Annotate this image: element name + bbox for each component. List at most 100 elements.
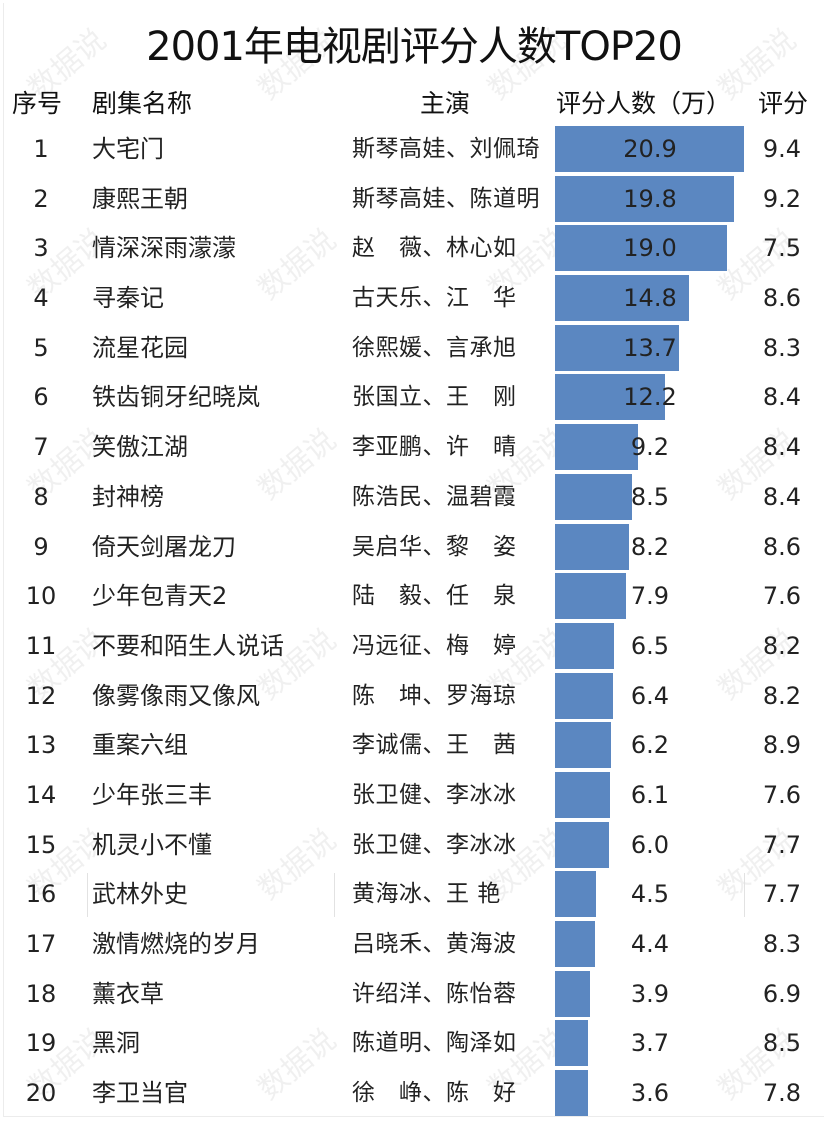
count-bar (555, 970, 590, 1017)
header-rank: 序号 (12, 89, 63, 118)
show-name-cell: 重案六组 (92, 731, 188, 760)
score-cell: 8.4 (762, 383, 802, 412)
score-cell: 8.3 (762, 333, 802, 362)
actors-cell: 陈 坤、罗海琼 (352, 682, 517, 709)
rank-cell: 2 (33, 184, 49, 213)
table-row: 12 像雾像雨又像风 陈 坤、罗海琼 6.4 8.2 (0, 672, 828, 723)
score-cell: 8.6 (762, 284, 802, 313)
score-cell: 8.9 (762, 731, 802, 760)
table-row: 13 重案六组 李诚儒、王 茜 6.2 8.9 (0, 722, 828, 772)
count-cell: 6.1 (630, 780, 670, 809)
count-cell: 6.2 (630, 731, 670, 760)
actors-cell: 徐熙媛、言承旭 (352, 334, 517, 361)
rank-cell: 4 (33, 284, 49, 313)
header-actors: 主演 (420, 89, 471, 118)
table-row: 16 武林外史 黄海冰、王 艳 4.5 7.7 (0, 871, 828, 921)
rank-cell: 5 (33, 333, 49, 362)
chart-title: 2001年电视剧评分人数TOP20 (146, 24, 683, 70)
table-row: 11 不要和陌生人说话 冯远征、梅 婷 6.5 8.2 (0, 622, 828, 673)
score-cell: 8.2 (762, 681, 802, 710)
header-name: 剧集名称 (92, 89, 193, 118)
score-cell: 8.4 (762, 482, 802, 511)
actors-cell: 李诚儒、王 茜 (352, 732, 517, 759)
score-cell: 7.6 (762, 582, 802, 611)
show-name-cell: 康熙王朝 (92, 184, 188, 213)
show-name-cell: 情深深雨濛濛 (92, 234, 236, 263)
table-row: 8 封神榜 陈浩民、温碧霞 8.5 8.4 (0, 473, 828, 524)
count-bar (555, 573, 626, 620)
score-cell: 8.3 (762, 930, 802, 958)
show-name-cell: 少年包青天2 (92, 582, 228, 611)
actors-cell: 冯远征、梅 婷 (352, 632, 517, 659)
actors-cell: 古天乐、江 华 (352, 285, 517, 312)
actors-cell: 张卫健、李冰冰 (352, 781, 517, 808)
count-bar (555, 921, 595, 967)
score-cell: 7.8 (762, 1079, 802, 1108)
show-name-cell: 倚天剑屠龙刀 (92, 532, 236, 561)
actors-cell: 陈浩民、温碧霞 (352, 483, 517, 510)
rank-cell: 6 (33, 383, 49, 412)
table-row: 2 康熙王朝 斯琴高娃、陈道明 19.8 9.2 (0, 175, 828, 226)
show-name-cell: 不要和陌生人说话 (92, 631, 284, 660)
actors-cell: 许绍洋、陈怡蓉 (352, 980, 517, 1007)
table-row: 5 流星花园 徐熙媛、言承旭 13.7 8.3 (0, 324, 828, 375)
count-bar (555, 672, 613, 719)
actors-cell: 张卫健、李冰冰 (352, 831, 517, 858)
score-cell: 8.4 (762, 433, 802, 462)
show-name-cell: 大宅门 (92, 135, 164, 163)
rank-cell: 13 (25, 731, 57, 760)
actors-cell: 陆 毅、任 泉 (352, 583, 517, 610)
score-cell: 8.2 (762, 631, 802, 660)
cell-divider (744, 873, 745, 918)
actors-cell: 张国立、王 刚 (352, 384, 517, 411)
rank-cell: 20 (25, 1079, 57, 1108)
rank-cell: 12 (25, 681, 57, 710)
count-bar (555, 722, 611, 769)
count-bar (555, 126, 744, 172)
count-cell: 4.5 (630, 880, 670, 909)
count-bar (555, 1020, 588, 1067)
table-row: 7 笑傲江湖 李亚鹏、许 晴 9.2 8.4 (0, 424, 828, 474)
score-cell: 8.5 (762, 1029, 802, 1058)
rank-cell: 17 (25, 930, 57, 958)
count-bar (555, 1070, 588, 1117)
score-cell: 9.2 (762, 184, 802, 213)
table-row: 6 铁齿铜牙纪晓岚 张国立、王 刚 12.2 8.4 (0, 374, 828, 424)
actors-cell: 斯琴高娃、陈道明 (352, 185, 540, 212)
count-cell: 14.8 (623, 284, 677, 313)
rank-cell: 7 (33, 433, 49, 462)
count-cell: 19.0 (623, 234, 677, 263)
count-cell: 6.4 (630, 681, 670, 710)
rank-cell: 1 (33, 135, 49, 163)
count-bar (555, 424, 638, 471)
show-name-cell: 激情燃烧的岁月 (92, 930, 260, 958)
table-row: 20 李卫当官 徐 峥、陈 好 3.6 7.8 (0, 1070, 828, 1120)
rank-cell: 10 (25, 582, 57, 611)
actors-cell: 黄海冰、王 艳 (352, 881, 501, 908)
count-bar (555, 275, 689, 322)
count-bar (555, 771, 610, 818)
count-cell: 3.9 (630, 979, 670, 1008)
score-cell: 6.9 (762, 979, 802, 1008)
count-cell: 8.2 (630, 532, 670, 561)
actors-cell: 李亚鹏、许 晴 (352, 434, 517, 461)
count-cell: 9.2 (630, 433, 670, 462)
count-bar (555, 175, 734, 222)
rank-cell: 18 (25, 979, 57, 1008)
table-row: 17 激情燃烧的岁月 吕晓禾、黄海波 4.4 8.3 (0, 921, 828, 971)
rank-cell: 11 (25, 631, 57, 660)
count-bar (555, 324, 679, 371)
count-cell: 19.8 (623, 184, 677, 213)
table-row: 10 少年包青天2 陆 毅、任 泉 7.9 7.6 (0, 573, 828, 623)
count-cell: 3.6 (630, 1079, 670, 1108)
header-count: 评分人数（万） (556, 89, 732, 118)
header-score: 评分 (758, 89, 809, 118)
rank-cell: 16 (25, 880, 57, 909)
table-body: 1 大宅门 斯琴高娃、刘佩琦 20.9 9.4 2 康熙王朝 斯琴高娃、陈道明 19.8 9.2 3… (0, 126, 828, 1120)
count-cell: 7.9 (630, 582, 670, 611)
show-name-cell: 笑傲江湖 (92, 433, 188, 462)
count-cell: 12.2 (623, 383, 677, 412)
count-bar (555, 374, 665, 421)
show-name-cell: 黑洞 (92, 1029, 140, 1058)
chart-frame (3, 3, 824, 1117)
